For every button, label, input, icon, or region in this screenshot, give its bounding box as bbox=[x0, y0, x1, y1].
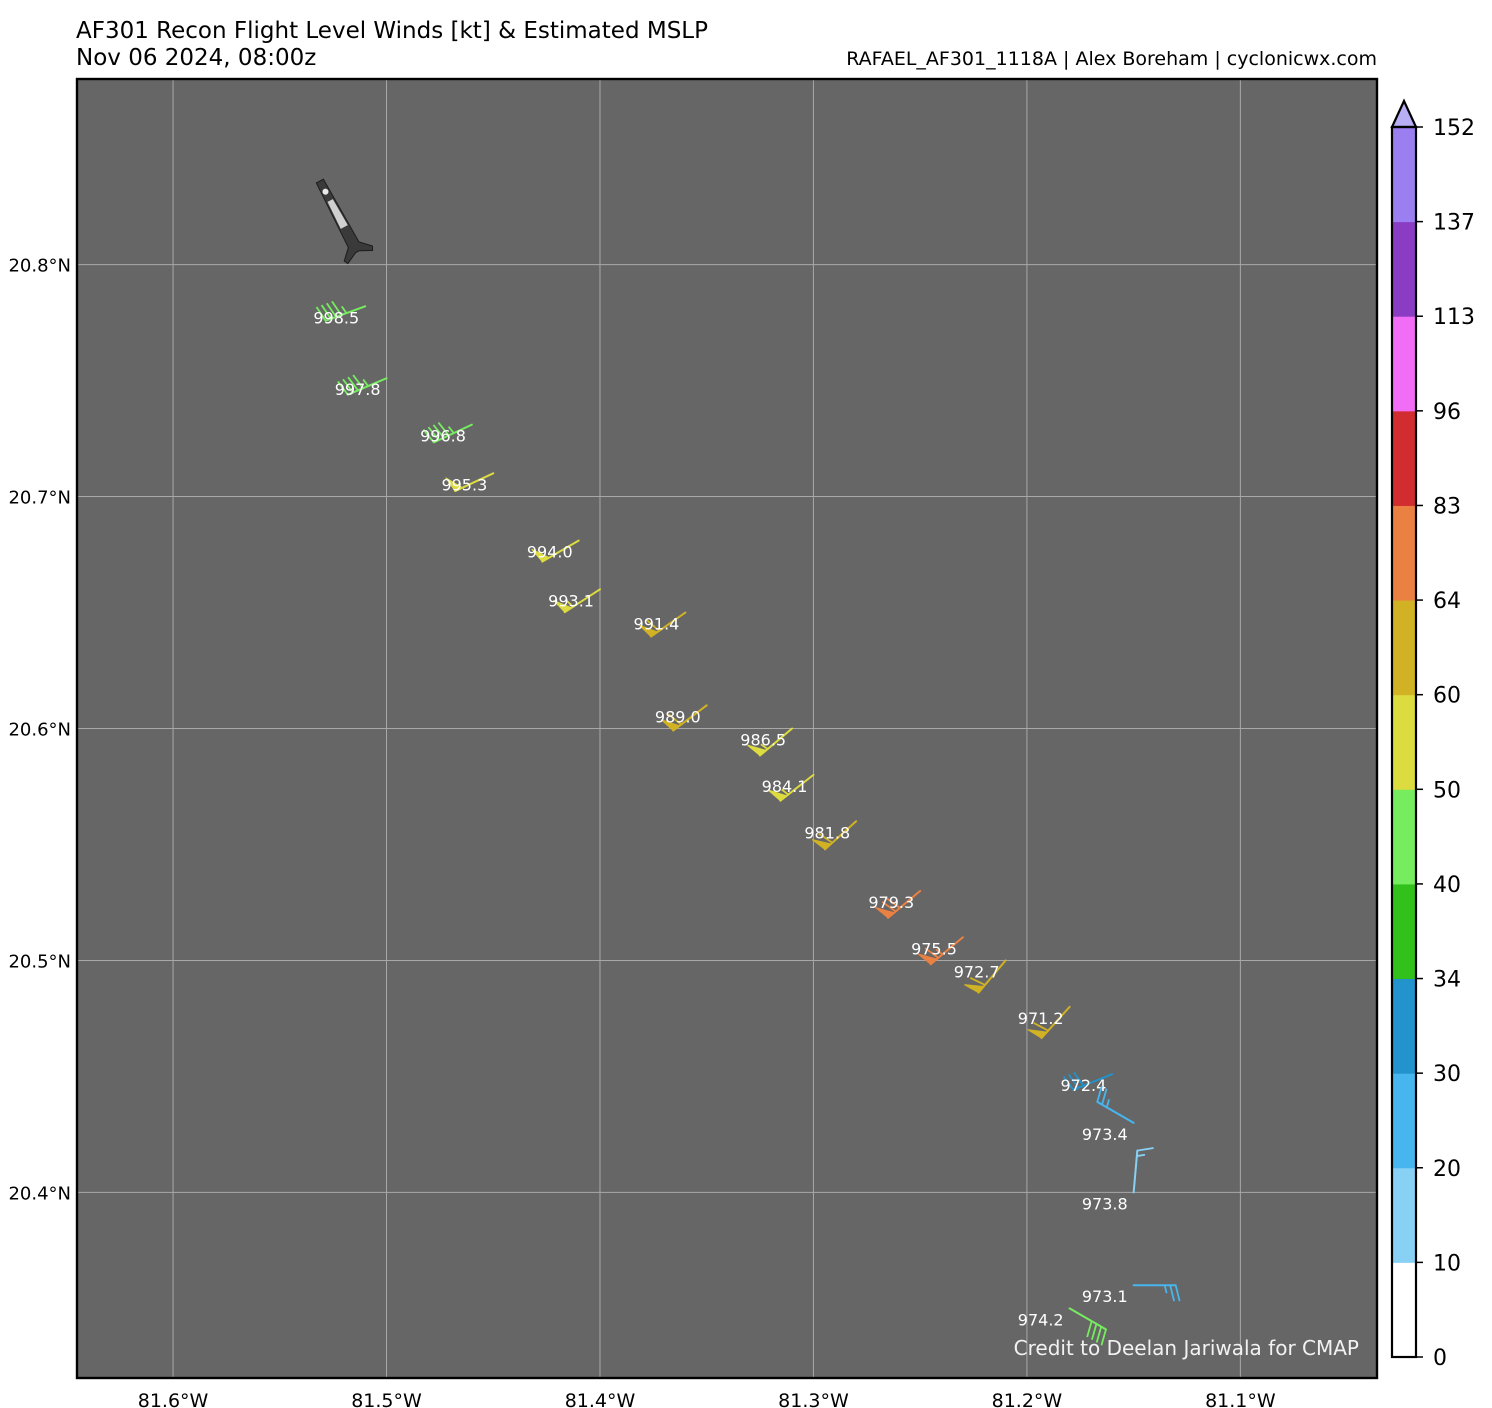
x-tick-label: 81.5°W bbox=[351, 1390, 422, 1408]
mslp-label: 973.8 bbox=[1082, 1194, 1128, 1213]
mslp-label: 973.4 bbox=[1082, 1125, 1128, 1144]
mslp-label: 998.5 bbox=[313, 308, 359, 327]
map-credit: Credit to Deelan Jariwala for CMAP bbox=[1014, 1336, 1359, 1360]
colorbar-label: 96 bbox=[1433, 400, 1461, 425]
colorbar-segment bbox=[1392, 1262, 1416, 1358]
recon-aircraft bbox=[315, 178, 374, 265]
colorbar-segment bbox=[1392, 316, 1416, 412]
colorbar-label: 137 bbox=[1433, 211, 1475, 236]
y-tick-label: 20.7°N bbox=[8, 488, 71, 509]
colorbar-segment bbox=[1392, 505, 1416, 601]
x-tick-label: 81.4°W bbox=[565, 1390, 636, 1408]
wind-barb bbox=[767, 773, 815, 802]
aircraft-icon bbox=[315, 178, 374, 265]
mslp-label: 997.8 bbox=[335, 380, 381, 399]
axis-ticks: 81.6°W 81.5°W 81.4°W 81.3°W 81.2°W 81.1°W 20.8… bbox=[8, 256, 1275, 1408]
colorbar-label: 83 bbox=[1433, 494, 1461, 519]
mslp-label: 973.1 bbox=[1082, 1287, 1128, 1306]
y-tick-label: 20.6°N bbox=[8, 720, 71, 741]
mslp-label: 996.8 bbox=[420, 427, 466, 446]
colorbar-label: 0 bbox=[1433, 1346, 1447, 1371]
wind-barb bbox=[917, 936, 964, 966]
colorbar-frame bbox=[1390, 125, 1418, 1359]
colorbar-segment bbox=[1392, 883, 1416, 980]
x-tick-label: 81.2°W bbox=[992, 1390, 1063, 1408]
mslp-label: 972.4 bbox=[1060, 1076, 1106, 1095]
colorbar-segment bbox=[1392, 1167, 1416, 1263]
mslp-label: 975.5 bbox=[911, 939, 957, 958]
wind-barb bbox=[445, 472, 495, 493]
mslp-label: 971.2 bbox=[1018, 1009, 1064, 1028]
colorbar-label: 40 bbox=[1433, 873, 1461, 898]
wind-barb bbox=[964, 959, 1007, 994]
wind-barb bbox=[531, 539, 580, 563]
y-tick-label: 20.4°N bbox=[8, 1183, 71, 1204]
colorbar-label: 60 bbox=[1433, 684, 1461, 709]
y-tick-label: 20.5°N bbox=[8, 951, 71, 972]
mslp-label: 995.3 bbox=[441, 475, 487, 494]
colorbar-segment bbox=[1392, 1073, 1416, 1169]
colorbar: 0 10 20 30 34 40 50 60 64 83 96 113 137 152 bbox=[1390, 98, 1475, 1371]
wind-barb bbox=[747, 727, 794, 757]
mslp-label: 984.1 bbox=[762, 777, 808, 796]
wind-barb bbox=[1132, 1147, 1154, 1194]
chart-subtitle: Nov 06 2024, 08:00z bbox=[76, 45, 317, 71]
colorbar-label: 50 bbox=[1433, 778, 1461, 803]
colorbar-label: 34 bbox=[1433, 968, 1461, 993]
colorbar-segment bbox=[1392, 410, 1416, 506]
mslp-label: 979.3 bbox=[868, 893, 914, 912]
source-credit: RAFAEL_AF301_1118A | Alex Boreham | cycl… bbox=[846, 48, 1377, 70]
grid-lines bbox=[77, 79, 1377, 1378]
colorbar-segment bbox=[1392, 221, 1416, 317]
y-tick-label: 20.8°N bbox=[8, 256, 71, 277]
mslp-label: 993.1 bbox=[548, 591, 594, 610]
wind-barbs: 998.5 997.8 996.8 995.3 994.0 993.1 991.4 989.0… bbox=[313, 300, 1181, 1346]
wind-barb bbox=[811, 820, 858, 851]
colorbar-segment bbox=[1392, 600, 1416, 696]
colorbar-label: 64 bbox=[1433, 589, 1461, 614]
mslp-label: 986.5 bbox=[740, 731, 786, 750]
x-tick-label: 81.6°W bbox=[138, 1390, 209, 1408]
colorbar-label: 20 bbox=[1433, 1157, 1461, 1182]
wind-barb bbox=[337, 374, 388, 396]
wind-barb bbox=[1132, 1284, 1181, 1302]
colorbar-segment bbox=[1392, 694, 1416, 790]
mslp-label: 994.0 bbox=[527, 543, 573, 562]
wind-barb bbox=[553, 588, 601, 614]
colorbar-label: 113 bbox=[1433, 305, 1475, 330]
wind-barb bbox=[1068, 1307, 1107, 1346]
colorbar-segment bbox=[1392, 789, 1416, 885]
mslp-label: 972.7 bbox=[954, 962, 1000, 981]
wind-barb bbox=[1062, 1071, 1114, 1091]
colorbar-label: 10 bbox=[1433, 1251, 1461, 1276]
colorbar-extend-arrow bbox=[1390, 98, 1418, 129]
colorbar-segment bbox=[1392, 978, 1416, 1074]
mslp-label: 981.8 bbox=[804, 823, 850, 842]
colorbar-label: 152 bbox=[1433, 116, 1475, 141]
wind-barb bbox=[1096, 1085, 1135, 1124]
wind-barb bbox=[638, 611, 687, 638]
wind-barb bbox=[875, 889, 922, 919]
colorbar-segment bbox=[1392, 127, 1416, 223]
wind-barb bbox=[315, 300, 367, 322]
colorbar-label: 30 bbox=[1433, 1062, 1461, 1087]
x-tick-label: 81.3°W bbox=[778, 1390, 849, 1408]
wind-barb bbox=[660, 704, 708, 732]
plot-frame bbox=[75, 77, 1379, 1380]
wind-barb bbox=[1027, 1005, 1071, 1040]
mslp-label: 989.0 bbox=[655, 707, 701, 726]
mslp-label: 991.4 bbox=[634, 615, 680, 634]
wind-barb bbox=[422, 422, 473, 444]
x-tick-label: 81.1°W bbox=[1205, 1390, 1276, 1408]
chart-title: AF301 Recon Flight Level Winds [kt] & Es… bbox=[76, 18, 708, 44]
mslp-label: 974.2 bbox=[1018, 1310, 1064, 1329]
